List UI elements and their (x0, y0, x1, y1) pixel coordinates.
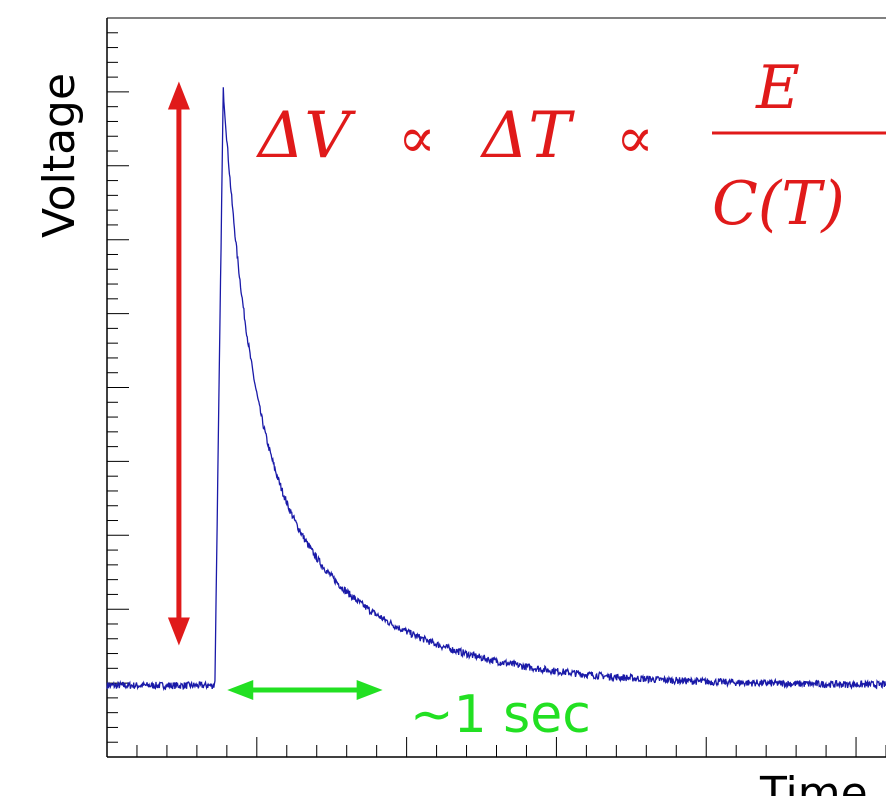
amplitude-arrow (167, 81, 190, 646)
y-axis-ticks (107, 17, 129, 758)
formula-delta-v: ΔV (255, 99, 356, 173)
formula-annotation: ΔV ∝ ΔT ∝ E C(T) (255, 53, 886, 239)
formula-delta-t: ΔT (479, 99, 575, 173)
amplitude-arrow-head-bottom (167, 617, 190, 646)
x-axis-label: Time (759, 768, 868, 796)
time-arrow-head-right (356, 680, 383, 700)
formula-proportional-1: ∝ (398, 106, 436, 171)
x-axis-ticks (106, 737, 886, 757)
formula-numerator: E (755, 53, 800, 123)
y-axis-label: Voltage (34, 73, 85, 238)
amplitude-arrow-head-top (167, 81, 190, 110)
series-line-voltage (106, 87, 886, 692)
formula-denominator: C(T) (712, 169, 845, 239)
formula-proportional-2: ∝ (616, 106, 654, 171)
time-arrow-label: ~1 sec (410, 685, 591, 745)
time-arrow (227, 680, 383, 700)
time-arrow-head-left (227, 680, 254, 700)
